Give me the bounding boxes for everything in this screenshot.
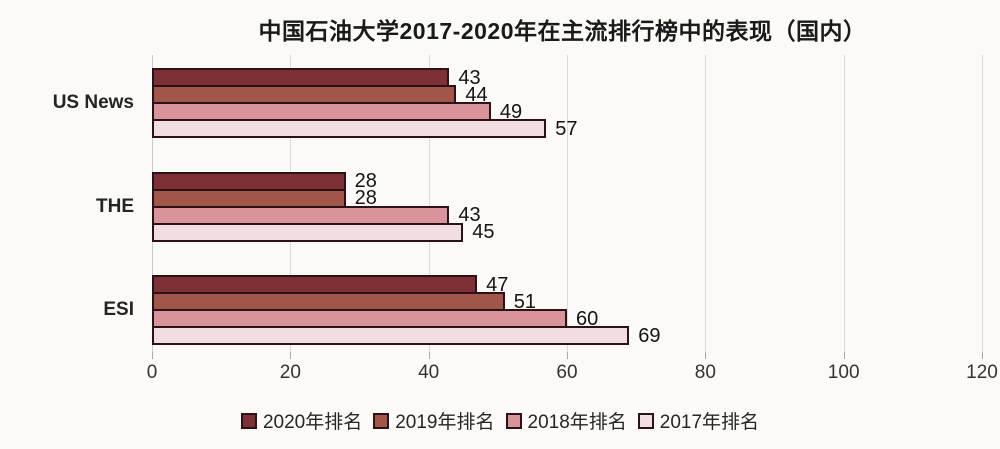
gridline-120 bbox=[982, 55, 983, 352]
legend-swatch-icon bbox=[505, 412, 522, 429]
gridline-60 bbox=[567, 55, 568, 352]
legend-label: 2019年排名 bbox=[395, 412, 495, 433]
x-tick-label: 100 bbox=[827, 362, 860, 383]
category-label: US News bbox=[52, 92, 134, 113]
legend-item: 2018年排名 bbox=[505, 407, 627, 434]
legend-item: 2020年排名 bbox=[240, 407, 363, 434]
gridline-80 bbox=[705, 55, 707, 352]
bar-value-label: 51 bbox=[513, 290, 536, 313]
tick-mark bbox=[152, 352, 153, 359]
bar-value-label: 28 bbox=[354, 170, 377, 192]
category-label: ESI bbox=[103, 299, 134, 320]
bar-value-label: 47 bbox=[486, 273, 509, 296]
bar-line: 69 bbox=[152, 324, 982, 347]
legend-label: 2018年排名 bbox=[527, 412, 627, 433]
tick-mark bbox=[843, 352, 845, 359]
x-tick-label: 60 bbox=[556, 362, 578, 383]
bar-value-label: 45 bbox=[472, 221, 495, 243]
bar-group-esi: ESI 47 51 60 69 bbox=[0, 273, 982, 347]
bar-value-label: 28 bbox=[354, 187, 377, 209]
bar-value-label: 43 bbox=[458, 66, 481, 89]
tick-mark bbox=[567, 352, 568, 359]
legend-swatch-icon bbox=[637, 412, 654, 429]
tick-mark bbox=[982, 352, 983, 359]
bar-value-label: 57 bbox=[555, 117, 578, 140]
bar-stack: 43 44 49 57 bbox=[152, 66, 982, 140]
plot-area: US News 43 44 49 57 THE 28 28 43 45 ESI 47 51 60 69 bbox=[0, 55, 983, 352]
tick-mark bbox=[428, 352, 430, 359]
bar-value-label: 43 bbox=[458, 204, 481, 226]
bar bbox=[152, 222, 464, 242]
category-label: THE bbox=[96, 195, 134, 217]
legend-swatch-icon bbox=[373, 412, 390, 429]
x-axis: 0 20 40 60 80 100 120 bbox=[147, 352, 998, 386]
x-tick-label: 120 bbox=[966, 362, 998, 383]
bar bbox=[152, 326, 630, 345]
bar-line: 45 bbox=[152, 221, 982, 243]
tick-mark bbox=[705, 352, 707, 359]
legend-item: 2017年排名 bbox=[637, 407, 760, 434]
legend: 2020年排名 2019年排名 2018年排名 2017年排名 bbox=[0, 407, 1000, 434]
bar-groups: US News 43 44 49 57 THE 28 28 43 45 ESI 47 51 60 69 bbox=[0, 55, 982, 352]
legend-label: 2020年排名 bbox=[262, 412, 363, 433]
bar-stack: 28 28 43 45 bbox=[152, 170, 982, 243]
bar bbox=[152, 119, 547, 138]
legend-item: 2019年排名 bbox=[373, 407, 495, 434]
legend-swatch-icon bbox=[240, 412, 257, 429]
legend-label: 2017年排名 bbox=[659, 412, 760, 433]
bar-value-label: 60 bbox=[576, 307, 599, 330]
bar-value-label: 49 bbox=[499, 100, 523, 123]
x-tick-label: 40 bbox=[418, 362, 440, 383]
bar-value-label: 69 bbox=[638, 324, 661, 347]
x-tick-label: 80 bbox=[694, 362, 716, 383]
chart-title: 中国石油大学2017-2020年在主流排行榜中的表现（国内） bbox=[258, 18, 867, 44]
bar-stack: 47 51 60 69 bbox=[152, 273, 982, 347]
gridline-40 bbox=[428, 55, 430, 352]
x-tick-label: 0 bbox=[146, 362, 158, 383]
bar-group-the: THE 28 28 43 45 bbox=[0, 170, 982, 243]
bar-line: 57 bbox=[152, 117, 982, 140]
bar-value-label: 44 bbox=[465, 83, 488, 106]
bar-group-us-news: US News 43 44 49 57 bbox=[0, 66, 982, 140]
x-tick-label: 20 bbox=[279, 362, 301, 383]
tick-mark bbox=[290, 352, 292, 359]
gridline-100 bbox=[843, 55, 845, 352]
